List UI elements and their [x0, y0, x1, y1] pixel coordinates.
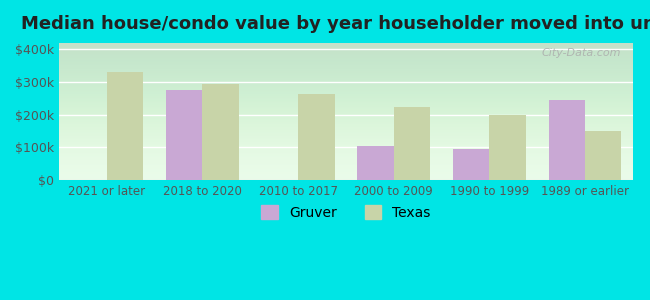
Bar [394, 106, 430, 180]
Legend: Gruver, Texas: Gruver, Texas [255, 200, 436, 225]
Bar [585, 131, 621, 180]
Text: City-Data.com: City-Data.com [542, 48, 621, 59]
Bar [453, 149, 489, 180]
Title: Median house/condo value by year householder moved into unit: Median house/condo value by year househo… [21, 15, 650, 33]
Bar [166, 90, 203, 180]
Bar [107, 72, 143, 180]
Bar [358, 146, 394, 180]
Bar [489, 115, 526, 180]
Bar [298, 94, 335, 180]
Bar [549, 100, 585, 180]
Bar [203, 84, 239, 180]
